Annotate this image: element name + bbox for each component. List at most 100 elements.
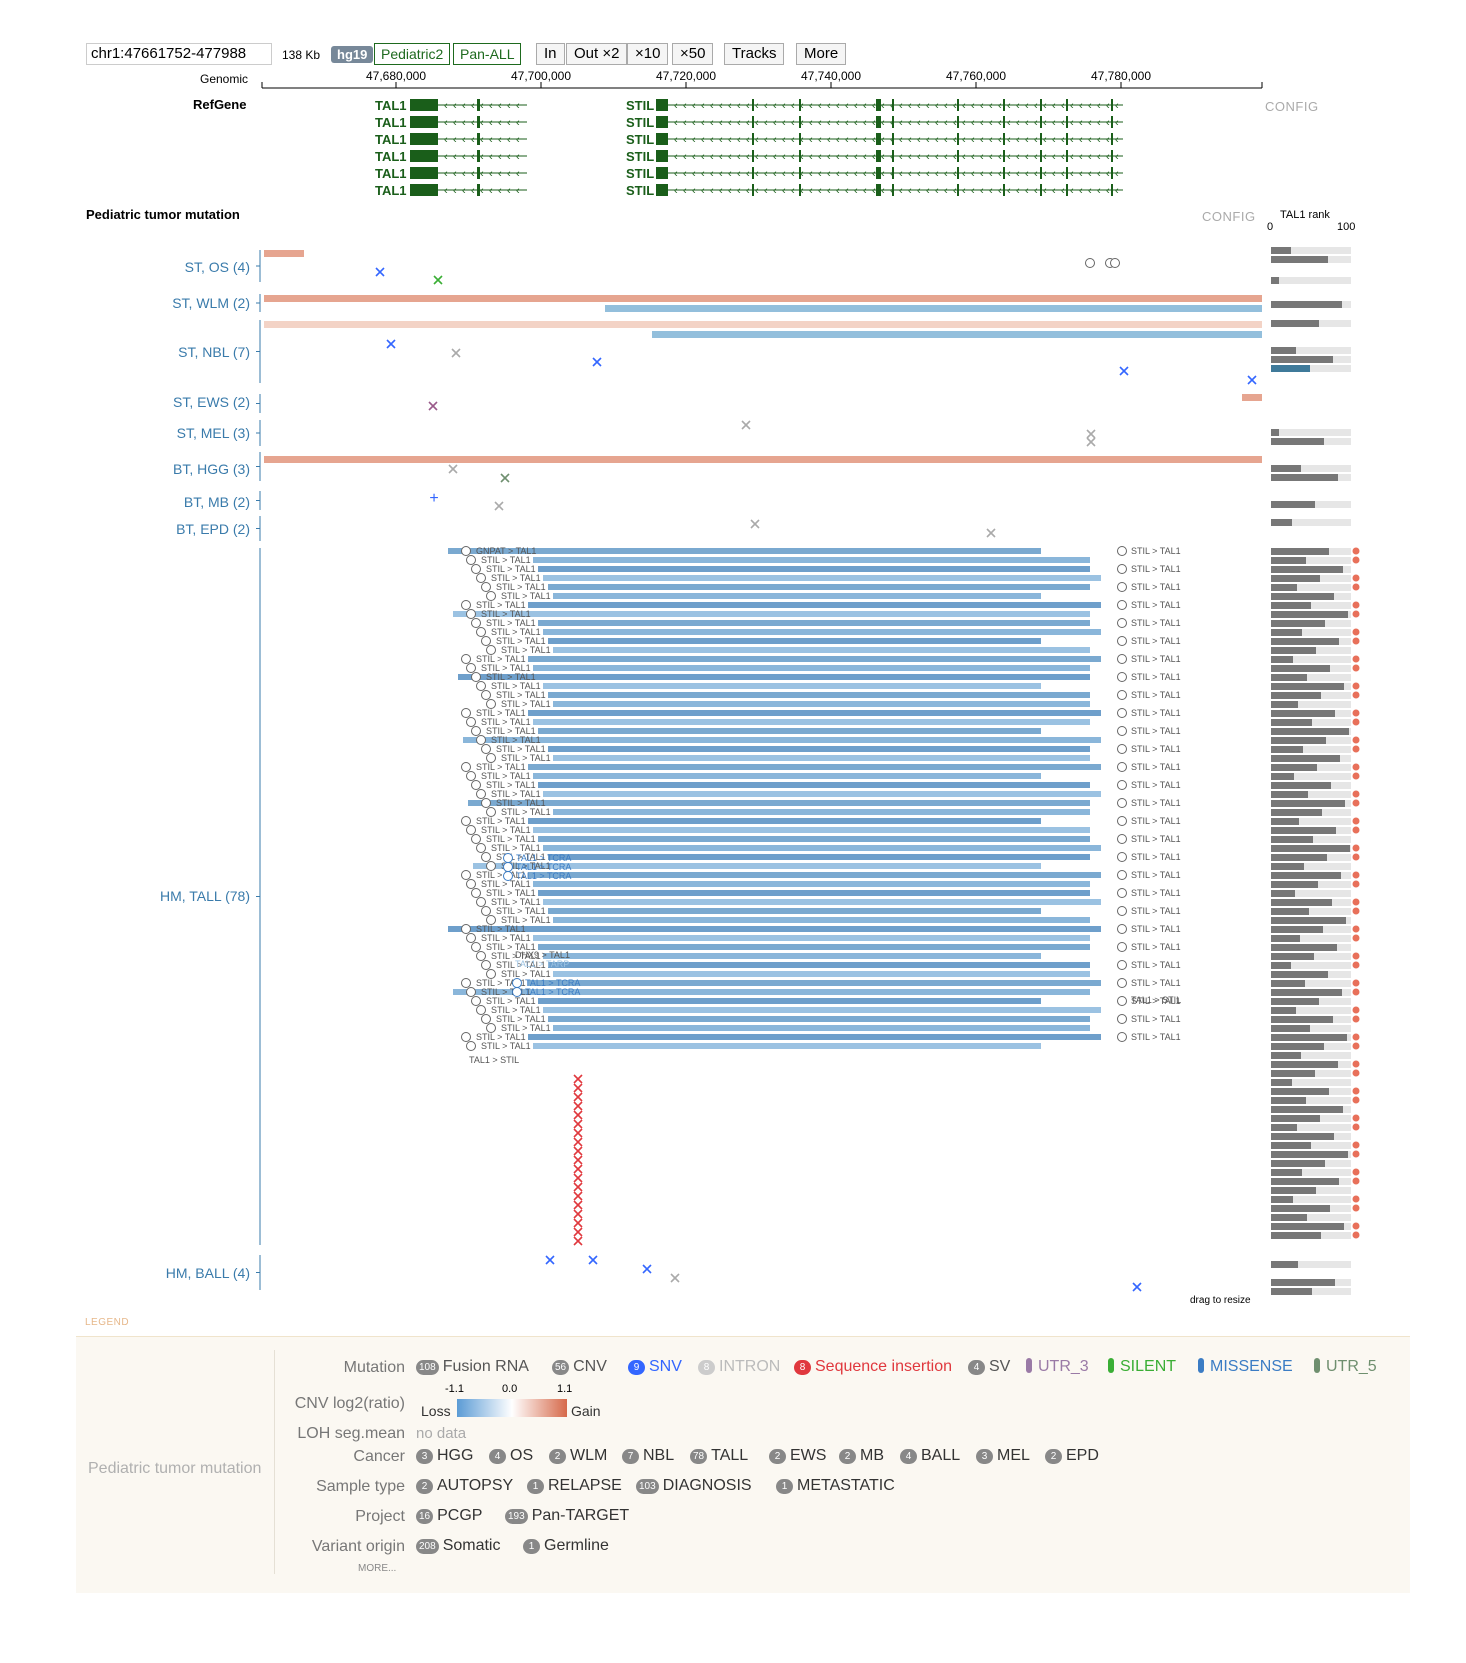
legend-item-relapse[interactable]: 1 RELAPSE — [527, 1477, 622, 1495]
fusion-breakpoint — [503, 862, 513, 872]
legend-item-tall[interactable]: 78 TALL — [690, 1447, 748, 1465]
fusion-label: STIL > TAL1 — [476, 762, 526, 772]
strand-arrow: ‹ — [998, 134, 1002, 146]
legend-item-intron[interactable]: 8 INTRON — [698, 1358, 780, 1376]
legend-item-wlm[interactable]: 2 WLM — [549, 1447, 607, 1465]
zoom-out-10x-button[interactable]: ×10 — [627, 43, 669, 65]
rank-bar — [1271, 429, 1279, 436]
fusion-breakpoint — [466, 1041, 476, 1051]
insertion-marker — [573, 1218, 583, 1228]
fusion-label: STIL > TAL1 — [486, 564, 536, 574]
refgene-config-button[interactable]: CONFIG — [1265, 99, 1319, 114]
gene-label-tal1: TAL1 — [375, 132, 407, 147]
legend-item-ball[interactable]: 4 BALL — [900, 1447, 960, 1465]
legend-item-pan-target[interactable]: 193 Pan-TARGET — [505, 1507, 629, 1525]
strand-arrow: ‹ — [935, 100, 939, 112]
mutation-config-button[interactable]: CONFIG — [1202, 209, 1256, 224]
legend-item-somatic[interactable]: 208 Somatic — [416, 1537, 500, 1555]
group-label[interactable]: ST, NBL (7) — [178, 344, 250, 360]
fusion-breakpoint — [1117, 906, 1127, 916]
legend-item-germline[interactable]: 1 Germline — [523, 1537, 609, 1555]
fusion-bar — [538, 998, 1041, 1004]
strand-arrow: ‹ — [854, 185, 858, 197]
dataset-pediatric2-button[interactable]: Pediatric2 — [374, 43, 451, 65]
group-label[interactable]: ST, EWS (2) — [172, 394, 250, 410]
strand-arrow: ‹ — [453, 134, 457, 146]
legend-item-epd[interactable]: 2 EPD — [1045, 1447, 1099, 1465]
group-label[interactable]: ST, WLM (2) — [172, 295, 250, 311]
legend-item-ews[interactable]: 2 EWS — [769, 1447, 826, 1465]
legend-label: INTRON — [719, 1358, 781, 1375]
strand-arrow: ‹ — [728, 117, 732, 129]
fusion-bar — [538, 944, 1090, 950]
tracks-button[interactable]: Tracks — [724, 43, 785, 65]
strand-arrow: ‹ — [836, 117, 840, 129]
zoom-out-50x-button[interactable]: ×50 — [672, 43, 714, 65]
rank-bar-bg — [1271, 584, 1351, 591]
legend-item-pcgp[interactable]: 16 PCGP — [416, 1507, 482, 1525]
legend-item-utr5[interactable]: UTR_5 — [1314, 1358, 1377, 1376]
legend-item-hgg[interactable]: 3 HGG — [416, 1447, 473, 1465]
legend-item-mb[interactable]: 2 MB — [839, 1447, 884, 1465]
legend-item-utr3[interactable]: UTR_3 — [1026, 1358, 1089, 1376]
legend-item-os[interactable]: 4 OS — [489, 1447, 533, 1465]
fusion-breakpoint — [481, 798, 491, 808]
resize-handle[interactable]: drag to resize — [1190, 1295, 1251, 1306]
gene-exon — [892, 184, 894, 196]
legend-item-snv[interactable]: 9 SNV — [628, 1358, 682, 1376]
strand-arrow: ‹ — [1034, 117, 1038, 129]
strand-arrow: ‹ — [471, 117, 475, 129]
strand-arrow: ‹ — [899, 185, 903, 197]
gene-exon — [957, 150, 959, 162]
zoom-out-2x-button[interactable]: Out ×2 — [566, 43, 628, 65]
fusion-breakpoint — [1117, 708, 1127, 718]
fusion-breakpoint — [466, 555, 476, 565]
strand-arrow: ‹ — [1097, 185, 1101, 197]
group-label[interactable]: HM, TALL (78) — [160, 888, 250, 904]
group-label[interactable]: ST, OS (4) — [184, 259, 250, 275]
strand-arrow: ‹ — [755, 134, 759, 146]
strand-arrow: ‹ — [471, 168, 475, 180]
group-label[interactable]: HM, BALL (4) — [165, 1265, 250, 1281]
group-label[interactable]: BT, HGG (3) — [172, 461, 250, 477]
legend-item-diagnosis[interactable]: 103 DIAGNOSIS — [636, 1477, 752, 1495]
legend-item-silent[interactable]: SILENT — [1108, 1358, 1176, 1376]
rank-bar — [1271, 683, 1344, 690]
strand-arrow: ‹ — [926, 185, 930, 197]
group-label[interactable]: ST, MEL (3) — [176, 425, 250, 441]
fusion-breakpoint — [476, 897, 486, 907]
legend-label: NBL — [643, 1447, 675, 1464]
strand-arrow: ‹ — [701, 168, 705, 180]
legend-item-sequence-insertion[interactable]: 8 Sequence insertion — [794, 1358, 952, 1376]
dataset-pan-all-button[interactable]: Pan-ALL — [453, 43, 522, 65]
coordinate-input[interactable]: chr1:47661752-477988 — [86, 43, 272, 65]
zoom-in-button[interactable]: In — [536, 43, 565, 65]
gene-exon — [1040, 99, 1042, 111]
legend-tag[interactable]: LEGEND — [85, 1317, 130, 1328]
legend-item-metastatic[interactable]: 1 METASTATIC — [776, 1477, 895, 1495]
legend-more-button[interactable]: MORE... — [358, 1563, 397, 1574]
fusion-breakpoint — [476, 1005, 486, 1015]
strand-arrow: ‹ — [444, 100, 448, 112]
gene-exon — [752, 184, 754, 196]
group-label[interactable]: BT, MB (2) — [183, 494, 250, 510]
strand-arrow: ‹ — [1034, 168, 1038, 180]
strand-arrow: ‹ — [1025, 134, 1029, 146]
legend-item-sv[interactable]: 4 SV — [968, 1358, 1010, 1376]
fusion-label: STIL > TAL1 — [481, 771, 531, 781]
more-button[interactable]: More — [796, 43, 847, 65]
fusion-label: STIL > TAL1 — [1131, 924, 1181, 934]
legend-item-missense[interactable]: MISSENSE — [1198, 1358, 1293, 1376]
strand-arrow: ‹ — [791, 100, 795, 112]
legend-item-mel[interactable]: 3 MEL — [976, 1447, 1030, 1465]
legend-item-autopsy[interactable]: 2 AUTOPSY — [416, 1477, 513, 1495]
strand-arrow: ‹ — [1025, 185, 1029, 197]
fusion-label: STIL > TAL1 — [486, 672, 536, 682]
legend-item-nbl[interactable]: 7 NBL — [622, 1447, 674, 1465]
legend-item-cnv[interactable]: 56 CNV — [552, 1358, 607, 1376]
strand-arrow: ‹ — [462, 100, 466, 112]
group-label[interactable]: BT, EPD (2) — [176, 521, 250, 537]
strand-arrow: ‹ — [908, 134, 912, 146]
legend-item-fusion-rna[interactable]: 108 Fusion RNA — [416, 1358, 529, 1376]
fusion-bar — [458, 674, 1090, 680]
